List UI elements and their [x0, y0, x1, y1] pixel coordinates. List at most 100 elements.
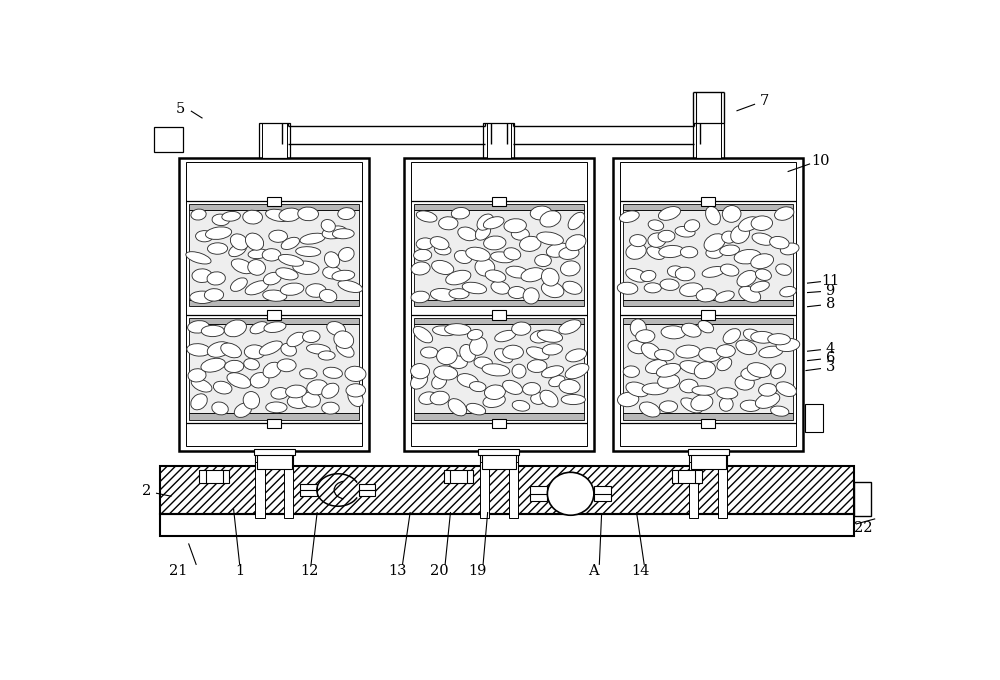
Ellipse shape [327, 322, 346, 336]
Ellipse shape [322, 226, 347, 239]
Bar [689, 462, 698, 517]
Bar [467, 470, 473, 483]
Ellipse shape [559, 247, 579, 260]
Ellipse shape [319, 290, 337, 303]
Ellipse shape [243, 392, 260, 409]
Ellipse shape [286, 385, 306, 398]
Ellipse shape [474, 357, 492, 369]
Bar [623, 204, 793, 210]
Ellipse shape [680, 283, 703, 296]
Ellipse shape [188, 321, 209, 333]
Ellipse shape [466, 248, 490, 261]
Ellipse shape [626, 243, 646, 259]
Bar [160, 513, 854, 536]
Ellipse shape [702, 267, 725, 277]
Ellipse shape [435, 245, 451, 255]
Bar [414, 300, 584, 306]
Ellipse shape [626, 382, 649, 396]
Ellipse shape [298, 207, 318, 221]
Ellipse shape [229, 243, 246, 256]
Bar [701, 197, 715, 206]
Text: 9: 9 [826, 284, 835, 298]
Bar [267, 419, 281, 428]
Ellipse shape [416, 211, 437, 222]
Bar [300, 483, 317, 496]
Bar [414, 210, 584, 300]
Ellipse shape [720, 264, 739, 276]
Bar [199, 470, 206, 483]
Ellipse shape [451, 207, 470, 219]
Ellipse shape [681, 398, 702, 413]
Ellipse shape [212, 214, 230, 226]
Ellipse shape [213, 381, 232, 394]
Bar [492, 197, 506, 206]
Ellipse shape [640, 402, 660, 417]
Ellipse shape [416, 238, 433, 250]
Ellipse shape [430, 237, 449, 250]
Bar [414, 324, 584, 413]
Bar [444, 470, 450, 483]
Bar [805, 404, 823, 432]
Ellipse shape [207, 243, 228, 254]
Ellipse shape [263, 273, 281, 285]
Bar [254, 449, 295, 455]
Ellipse shape [530, 206, 552, 220]
Ellipse shape [776, 264, 791, 275]
Ellipse shape [234, 403, 252, 418]
Ellipse shape [439, 217, 458, 230]
Ellipse shape [775, 207, 794, 220]
Ellipse shape [262, 249, 281, 261]
Ellipse shape [411, 262, 430, 275]
Bar [414, 413, 584, 420]
Ellipse shape [231, 259, 253, 273]
Bar [480, 451, 489, 472]
Ellipse shape [751, 254, 774, 269]
Ellipse shape [620, 211, 639, 222]
Ellipse shape [322, 384, 339, 398]
Ellipse shape [495, 349, 513, 363]
Ellipse shape [511, 228, 529, 240]
Ellipse shape [537, 232, 563, 245]
Ellipse shape [300, 369, 317, 379]
Bar [509, 462, 518, 517]
Bar [154, 127, 183, 152]
Ellipse shape [735, 375, 754, 390]
Ellipse shape [475, 258, 495, 276]
Bar [414, 204, 584, 210]
Ellipse shape [281, 343, 296, 356]
Ellipse shape [446, 271, 471, 285]
Ellipse shape [266, 402, 287, 413]
Ellipse shape [191, 379, 212, 392]
Ellipse shape [676, 345, 700, 358]
Ellipse shape [206, 227, 232, 239]
Ellipse shape [287, 333, 305, 347]
Ellipse shape [780, 243, 799, 255]
Ellipse shape [483, 217, 504, 229]
Ellipse shape [644, 283, 661, 293]
Ellipse shape [263, 290, 287, 301]
Ellipse shape [245, 281, 268, 295]
Ellipse shape [704, 234, 725, 252]
Bar [487, 124, 511, 158]
Ellipse shape [323, 367, 342, 378]
Ellipse shape [565, 364, 589, 379]
Ellipse shape [250, 322, 268, 334]
Ellipse shape [491, 282, 510, 294]
Ellipse shape [477, 214, 494, 231]
Ellipse shape [430, 391, 449, 405]
Ellipse shape [224, 320, 246, 337]
Ellipse shape [334, 331, 354, 348]
Ellipse shape [306, 284, 326, 297]
Ellipse shape [759, 346, 783, 358]
Bar [160, 466, 854, 513]
Ellipse shape [691, 394, 713, 411]
Bar [259, 124, 290, 158]
Ellipse shape [741, 367, 763, 380]
Ellipse shape [263, 362, 281, 378]
Ellipse shape [546, 243, 570, 257]
Ellipse shape [250, 373, 269, 388]
Ellipse shape [560, 261, 580, 276]
Ellipse shape [491, 252, 514, 262]
Ellipse shape [734, 250, 761, 264]
Ellipse shape [504, 219, 526, 233]
